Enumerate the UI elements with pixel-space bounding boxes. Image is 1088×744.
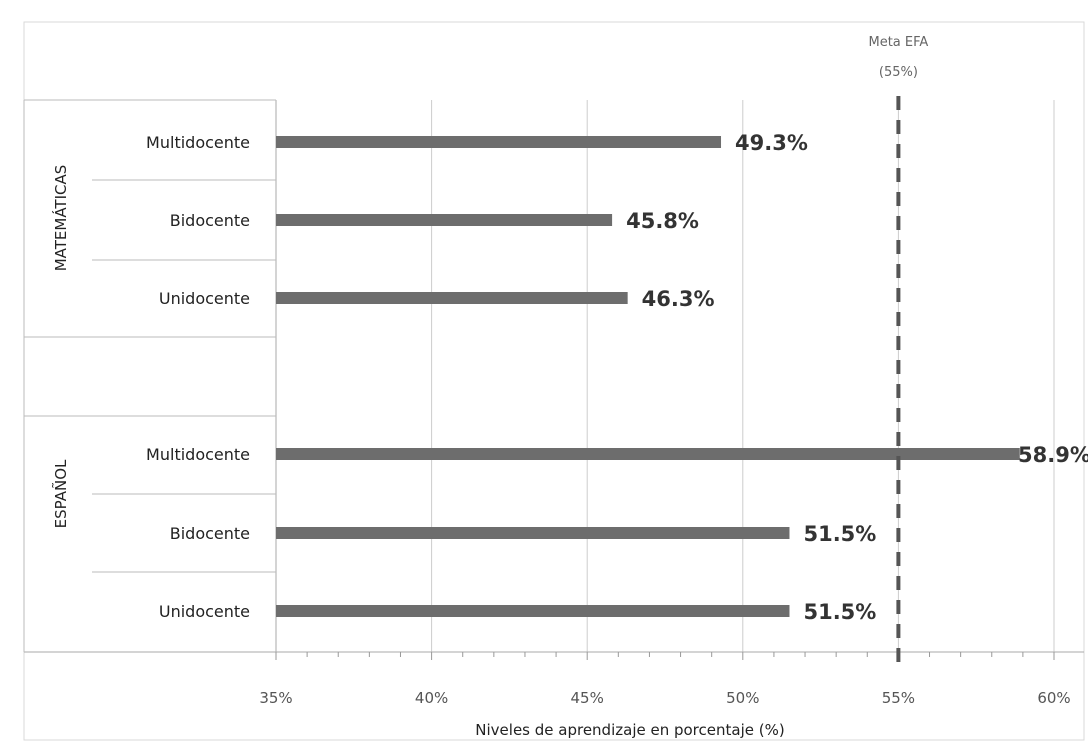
target-line-group: Meta EFA (55%): [868, 35, 928, 668]
bar: [276, 448, 1020, 460]
bar: [276, 527, 790, 539]
x-tick-label: 35%: [259, 689, 292, 707]
value-label: 51.5%: [803, 600, 876, 624]
x-axis-label: Niveles de aprendizaje en porcentaje (%): [475, 721, 784, 739]
value-label: 46.3%: [642, 287, 715, 311]
x-tick-label: 60%: [1037, 689, 1070, 707]
category-label: Bidocente: [170, 524, 250, 543]
category-label: Unidocente: [159, 602, 250, 621]
category-label: Multidocente: [146, 133, 250, 152]
bar: [276, 605, 790, 617]
target-label-line2: (55%): [879, 65, 918, 80]
category-label: Bidocente: [170, 211, 250, 230]
x-tick-label: 40%: [415, 689, 448, 707]
group-label: ESPAÑOL: [51, 459, 70, 528]
axes: [24, 100, 1084, 660]
value-label: 51.5%: [803, 522, 876, 546]
target-label-line1: Meta EFA: [868, 35, 928, 50]
x-tick-label: 45%: [571, 689, 604, 707]
value-label: 58.9%: [1018, 443, 1088, 467]
bar: [276, 136, 722, 148]
category-table: MATEMÁTICAS ESPAÑOL Multidocente Bidocente U…: [23, 99, 276, 652]
x-tick-label: 50%: [726, 689, 759, 707]
value-label: 45.8%: [626, 209, 699, 233]
category-label: Unidocente: [159, 289, 250, 308]
bar: [276, 214, 613, 226]
category-label: Multidocente: [146, 445, 250, 464]
gridlines: [431, 100, 1055, 652]
group-label: MATEMÁTICAS: [51, 165, 70, 272]
bars: [276, 136, 1020, 617]
value-label: 49.3%: [735, 131, 808, 155]
value-labels: 49.3% 45.8% 46.3% 58.9% 51.5% 51.5%: [626, 131, 1088, 624]
bar: [276, 292, 628, 304]
x-tick-label: 55%: [882, 689, 915, 707]
x-ticks: 35% 40% 45% 50% 55% 60%: [259, 689, 1070, 707]
chart-frame: [23, 21, 1085, 741]
